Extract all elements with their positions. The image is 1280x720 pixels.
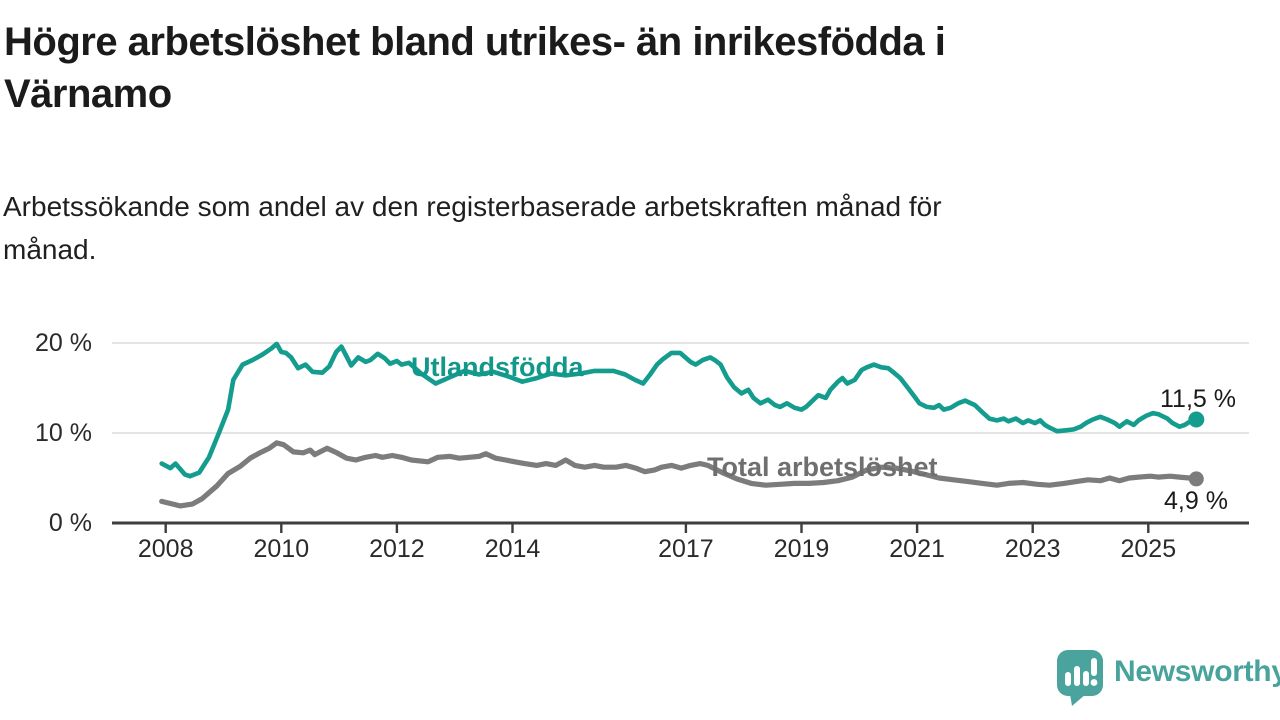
series-label-utlandsfodda: Utlandsfödda bbox=[411, 352, 584, 382]
chart-subtitle-line-1: Arbetssökande som andel av den registerb… bbox=[3, 191, 942, 222]
x-tick-label: 2025 bbox=[1120, 535, 1177, 563]
end-value-label-utlandsfodda: 11,5 % bbox=[1160, 385, 1236, 413]
y-tick-label: 0 % bbox=[48, 509, 92, 537]
chart-title-line-1: Högre arbetslöshet bland utrikes- än inr… bbox=[4, 20, 946, 64]
x-tick-label: 2012 bbox=[369, 535, 425, 563]
x-tick-label: 2008 bbox=[137, 535, 194, 563]
series-label-total-arbetsloshet: Total arbetslöshet bbox=[707, 452, 938, 482]
x-tick-label: 2014 bbox=[484, 535, 541, 563]
x-tick-label: 2021 bbox=[889, 535, 945, 563]
x-tick-label: 2019 bbox=[773, 535, 830, 563]
series-end-dot-total bbox=[1188, 471, 1204, 487]
series-end-dot-utlandsfodda bbox=[1188, 411, 1205, 428]
y-tick-label: 10 % bbox=[35, 419, 92, 447]
chart-title: Högre arbetslöshet bland utrikes- än inr… bbox=[4, 16, 946, 120]
chart-subtitle-line-2: månad. bbox=[3, 234, 97, 265]
end-value-label-total: 4,9 % bbox=[1164, 487, 1228, 515]
series-line-total bbox=[159, 440, 1199, 509]
chart-title-line-2: Värnamo bbox=[4, 72, 172, 116]
newsworthy-logo-text: Newsworthy bbox=[1114, 655, 1280, 688]
y-tick-label: 20 % bbox=[35, 329, 92, 357]
newsworthy-logo: Newsworthy bbox=[1056, 649, 1280, 706]
newsworthy-logo-icon bbox=[1057, 650, 1103, 706]
series-line-utlandsfodda bbox=[159, 341, 1199, 479]
x-tick-label: 2010 bbox=[253, 535, 310, 563]
x-tick-label: 2017 bbox=[658, 535, 714, 563]
x-tick-label: 2023 bbox=[1004, 535, 1061, 563]
chart-subtitle: Arbetssökande som andel av den registerb… bbox=[3, 185, 942, 271]
